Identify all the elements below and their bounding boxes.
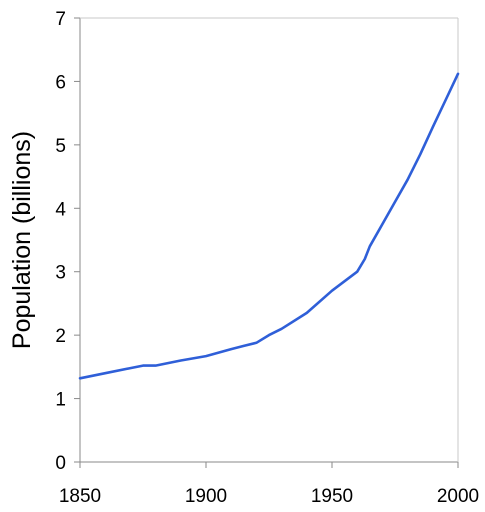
y-tick-label: 0: [55, 453, 66, 474]
plot-area: 1850 1900 1950 2000 0 1 2 3 4 5 6 7: [55, 9, 479, 507]
y-ticks: 0 1 2 3 4 5 6 7: [55, 9, 80, 474]
x-tick-label: 1900: [185, 486, 227, 507]
y-tick-label: 1: [55, 390, 66, 411]
y-tick-label: 2: [55, 326, 66, 347]
y-tick-label: 6: [55, 72, 66, 93]
x-tick-label: 2000: [437, 486, 479, 507]
population-series-line: [78, 72, 460, 380]
y-axis-title: Population (billions): [8, 131, 36, 349]
y-tick-label: 5: [55, 136, 66, 157]
y-tick-label: 3: [55, 263, 66, 284]
y-tick-label: 4: [55, 199, 66, 220]
x-tick-label: 1950: [311, 486, 353, 507]
x-ticks: 1850 1900 1950 2000: [59, 462, 479, 507]
y-tick-label: 7: [55, 9, 66, 30]
x-tick-label: 1850: [59, 486, 101, 507]
